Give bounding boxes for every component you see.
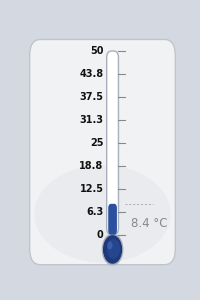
Circle shape — [102, 233, 123, 266]
Text: 31.3: 31.3 — [80, 115, 104, 125]
Circle shape — [107, 242, 113, 249]
Text: 12.5: 12.5 — [80, 184, 104, 194]
Text: 8.4 °C: 8.4 °C — [131, 217, 167, 230]
Text: 50: 50 — [90, 46, 104, 56]
FancyBboxPatch shape — [108, 204, 117, 235]
Ellipse shape — [34, 165, 171, 262]
Circle shape — [107, 239, 120, 259]
Text: 37.5: 37.5 — [80, 92, 104, 102]
FancyBboxPatch shape — [30, 40, 175, 265]
FancyBboxPatch shape — [107, 51, 118, 235]
Text: 0: 0 — [97, 230, 104, 240]
Text: 18.8: 18.8 — [79, 160, 104, 171]
Text: 43.8: 43.8 — [79, 69, 104, 79]
Circle shape — [103, 235, 122, 264]
Text: 25: 25 — [90, 138, 104, 148]
Text: 6.3: 6.3 — [86, 206, 104, 217]
